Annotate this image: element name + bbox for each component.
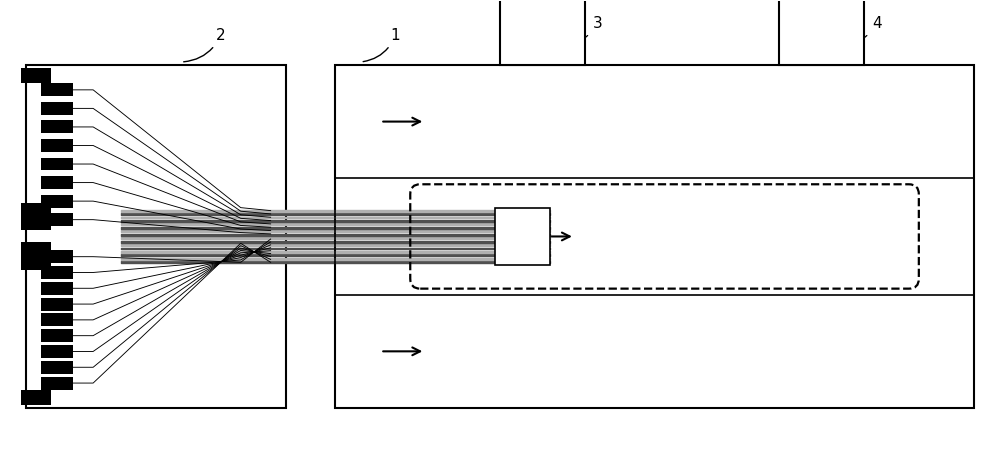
Text: 4: 4 — [872, 16, 882, 31]
Bar — [41, 282, 73, 295]
Bar — [41, 329, 73, 342]
Bar — [21, 203, 51, 230]
Text: 1: 1 — [363, 28, 400, 62]
Bar — [495, 207, 550, 265]
Text: 2: 2 — [184, 28, 226, 62]
Bar — [21, 68, 51, 83]
Bar — [779, 0, 864, 65]
Bar — [41, 213, 73, 226]
Bar — [335, 65, 974, 408]
Bar — [41, 250, 73, 263]
Bar — [21, 390, 51, 405]
Bar — [41, 361, 73, 374]
Bar — [41, 176, 73, 189]
Bar — [41, 120, 73, 134]
Bar — [500, 0, 585, 65]
Bar — [41, 102, 73, 115]
Text: 3: 3 — [593, 16, 602, 31]
Bar — [41, 376, 73, 390]
Bar — [41, 297, 73, 311]
Bar — [21, 242, 51, 270]
Bar — [41, 84, 73, 96]
Bar — [41, 266, 73, 279]
Bar — [41, 139, 73, 152]
Bar — [41, 157, 73, 170]
Bar — [26, 65, 286, 408]
Bar — [41, 313, 73, 326]
Bar — [41, 195, 73, 207]
Bar — [41, 345, 73, 358]
